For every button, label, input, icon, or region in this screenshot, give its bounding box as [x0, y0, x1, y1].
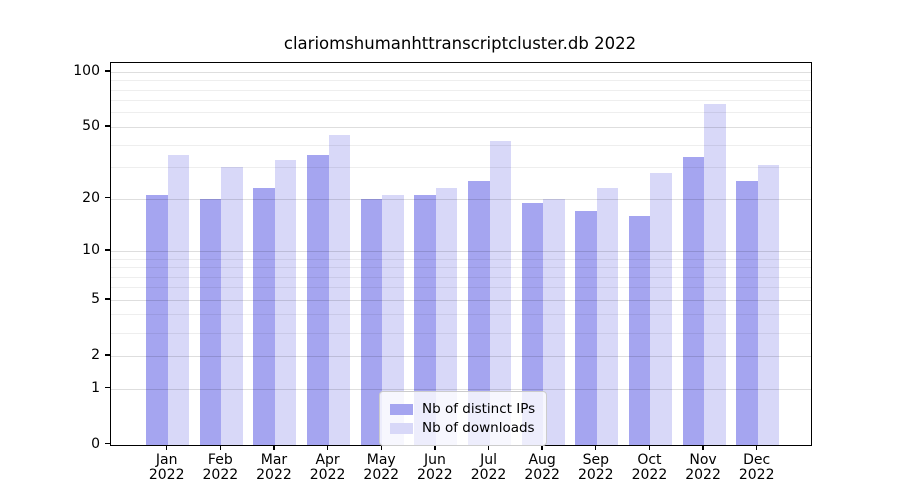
x-tick-mark-may: [380, 444, 382, 450]
gridline-2: [111, 355, 811, 357]
y-tick-mark-100: [105, 70, 110, 72]
bar-aug-distinct-ips: [521, 202, 544, 445]
x-tick-label-jan: Jan 2022: [148, 451, 185, 483]
gridline-1: [111, 388, 811, 390]
bar-oct-downloads: [650, 172, 672, 445]
legend-row-distinct-ips: Nb of distinct IPs: [390, 401, 535, 417]
gridline-60: [111, 112, 811, 114]
gridline-100: [111, 71, 811, 73]
gridline-7: [111, 276, 811, 278]
legend: Nb of distinct IPs Nb of downloads: [379, 391, 548, 446]
x-tick-mark-apr: [326, 444, 329, 450]
gridline-3: [111, 332, 811, 334]
y-tick-label-1: 1: [91, 379, 100, 396]
bar-feb-distinct-ips: [199, 198, 222, 445]
y-tick-mark-20: [105, 197, 110, 199]
gridline-70: [111, 100, 811, 102]
gridline-40: [111, 144, 811, 146]
x-tick-label-jul: Jul 2022: [470, 451, 507, 483]
bar-nov-distinct-ips: [682, 157, 705, 445]
y-tick-label-50: 50: [82, 117, 100, 134]
bar-apr-downloads: [328, 135, 351, 445]
x-tick-label-may: May 2022: [363, 451, 400, 483]
bar-mar-downloads: [274, 159, 297, 445]
y-tick-mark-2: [105, 354, 110, 356]
gridline-6: [111, 287, 811, 289]
gridline-9: [111, 258, 811, 260]
bar-may-distinct-ips: [360, 198, 383, 445]
legend-label-downloads: Nb of downloads: [422, 420, 535, 436]
x-tick-mark-nov: [702, 444, 704, 450]
x-tick-label-jun: Jun 2022: [417, 451, 453, 483]
x-tick-label-feb: Feb 2022: [202, 451, 239, 483]
bar-oct-distinct-ips: [628, 215, 651, 445]
gridline-5: [111, 299, 811, 301]
x-tick-mark-mar: [273, 444, 275, 450]
y-tick-mark-0: [105, 443, 110, 445]
legend-swatch-downloads-icon: [390, 422, 413, 434]
bar-apr-distinct-ips: [307, 155, 329, 445]
y-tick-mark-50: [105, 125, 110, 127]
y-tick-mark-1: [105, 387, 110, 389]
x-tick-mark-jun: [434, 444, 436, 450]
legend-swatch-ips-icon: [390, 403, 413, 415]
legend-row-downloads: Nb of downloads: [390, 420, 535, 436]
x-tick-mark-feb: [219, 444, 222, 450]
bar-sep-downloads: [596, 187, 619, 445]
plot-area: [110, 62, 812, 446]
x-tick-mark-jan: [166, 444, 168, 450]
gridline-10: [111, 250, 811, 252]
y-tick-label-20: 20: [82, 189, 100, 206]
x-tick-label-oct: Oct 2022: [631, 451, 668, 483]
bar-sep-distinct-ips: [575, 211, 597, 445]
y-tick-mark-10: [105, 249, 110, 251]
x-tick-label-sep: Sep 2022: [577, 451, 614, 483]
gridline-30: [111, 167, 811, 169]
bar-jan-distinct-ips: [146, 194, 168, 445]
bar-aug-downloads: [543, 198, 565, 445]
chart-title: clariomshumanhttranscriptcluster.db 2022: [283, 34, 637, 53]
y-tick-mark-5: [105, 298, 110, 300]
bar-may-downloads: [382, 194, 404, 445]
y-tick-label-2: 2: [91, 346, 100, 363]
x-tick-label-nov: Nov 2022: [685, 451, 721, 483]
x-tick-mark-jul: [487, 444, 490, 450]
bar-mar-distinct-ips: [253, 187, 275, 445]
bar-dec-distinct-ips: [736, 181, 758, 445]
bar-nov-downloads: [704, 103, 726, 445]
y-tick-label-5: 5: [91, 290, 100, 307]
gridline-90: [111, 80, 811, 82]
gridline-4: [111, 314, 811, 316]
gridline-50: [111, 126, 811, 128]
legend-label-distinct-ips: Nb of distinct IPs: [422, 401, 536, 417]
x-tick-mark-dec: [755, 444, 758, 450]
bar-feb-downloads: [221, 167, 243, 445]
y-tick-label-0: 0: [91, 435, 100, 452]
x-tick-label-aug: Aug 2022: [524, 451, 560, 483]
bar-jul-downloads: [489, 140, 512, 445]
x-tick-mark-aug: [541, 444, 543, 450]
x-tick-label-dec: Dec 2022: [738, 451, 775, 483]
bar-jun-downloads: [435, 187, 458, 445]
bar-jun-distinct-ips: [414, 194, 436, 445]
gridline-20: [111, 198, 811, 200]
x-tick-mark-sep: [595, 444, 597, 450]
gridline-80: [111, 89, 811, 91]
bar-jul-distinct-ips: [468, 181, 490, 445]
x-tick-label-apr: Apr 2022: [309, 451, 346, 483]
y-tick-label-100: 100: [73, 62, 100, 79]
x-tick-label-mar: Mar 2022: [256, 451, 292, 483]
bar-jan-downloads: [167, 155, 190, 445]
x-tick-mark-oct: [648, 444, 651, 450]
gridline-8: [111, 267, 811, 268]
bar-dec-downloads: [757, 164, 780, 445]
y-tick-label-10: 10: [82, 241, 100, 258]
